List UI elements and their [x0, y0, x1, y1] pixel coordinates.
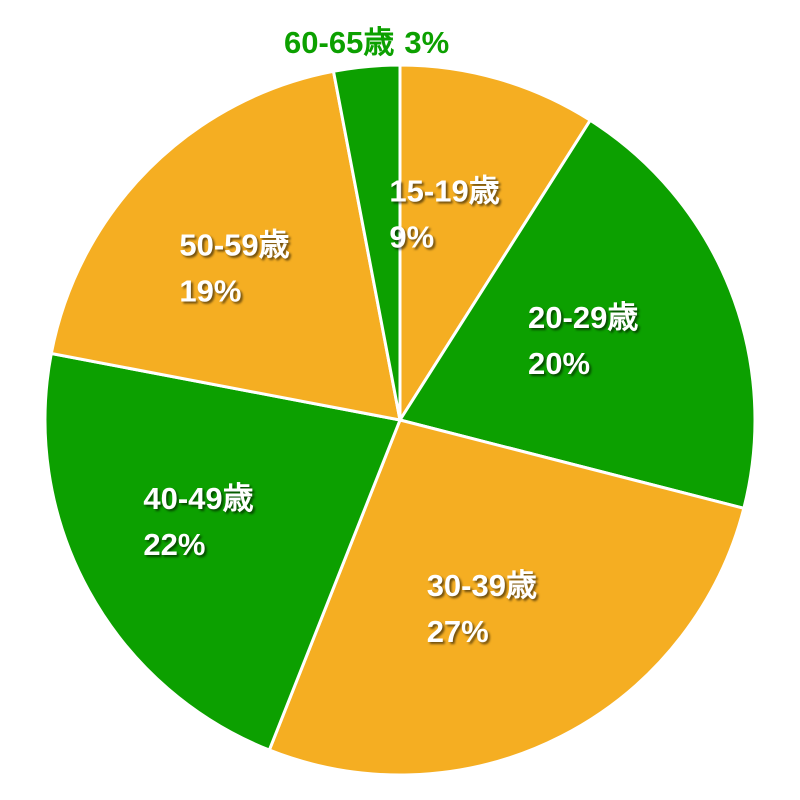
pie-slice: [49, 69, 402, 422]
value-label: 27%: [427, 614, 489, 649]
value-label: 20%: [528, 346, 590, 381]
pie-slice: [331, 63, 402, 421]
pie-slice: [43, 351, 403, 753]
category-label: 15-19歳: [389, 174, 499, 209]
pie-slice: [397, 118, 757, 511]
value-label: 3%: [404, 25, 449, 60]
category-label: 20-29歳: [528, 300, 638, 335]
category-label: 40-49歳: [143, 481, 253, 516]
category-label: 60-65歳: [284, 25, 394, 60]
category-label: 30-39歳: [427, 568, 537, 603]
value-label: 19%: [179, 274, 241, 309]
pie-slice: [267, 418, 746, 777]
category-label: 50-59歳: [179, 228, 289, 263]
pie-slice: [398, 63, 593, 426]
value-label: 22%: [143, 527, 205, 562]
value-label: 9%: [389, 220, 434, 255]
slice-label: 60-65歳 3%: [284, 25, 449, 60]
